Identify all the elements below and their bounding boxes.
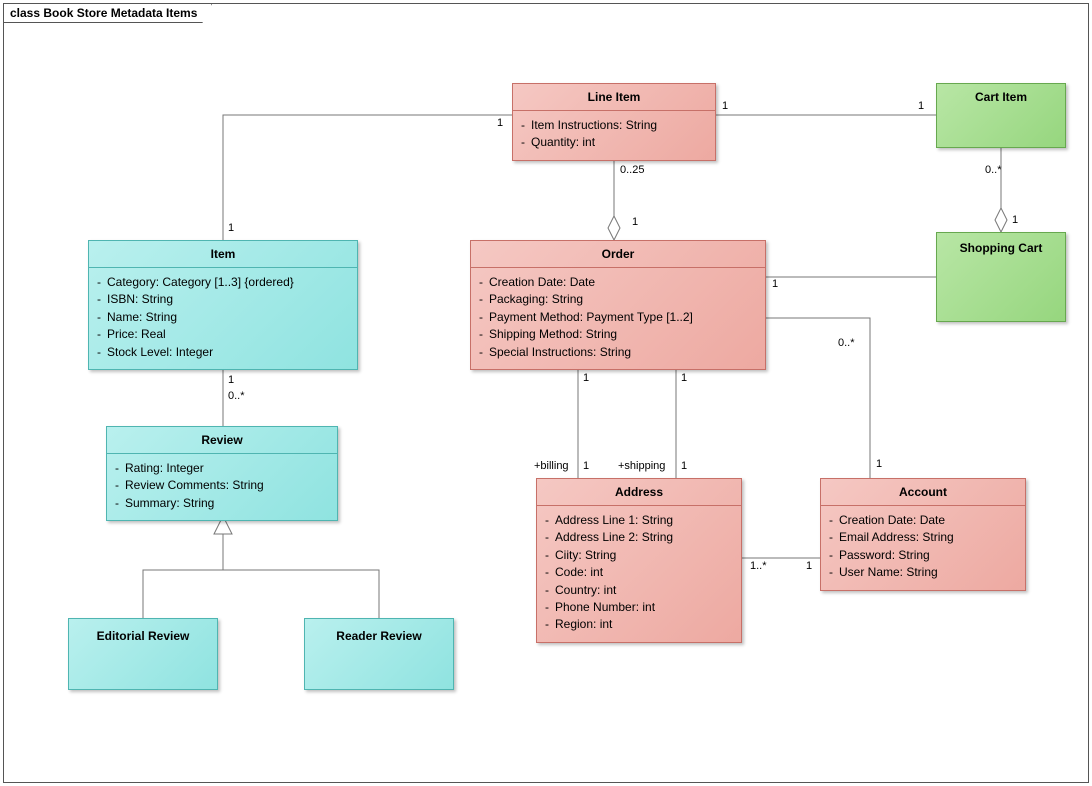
attr: -Special Instructions: String bbox=[479, 344, 757, 361]
mult: 0..* bbox=[228, 390, 245, 402]
class-title: Reader Review bbox=[305, 619, 453, 649]
frame-title: class Book Store Metadata Items bbox=[3, 3, 212, 23]
mult: 1 bbox=[876, 458, 882, 470]
mult: 1 bbox=[918, 100, 924, 112]
mult: 0..* bbox=[838, 337, 855, 349]
mult: 1 bbox=[583, 372, 589, 384]
mult: 0..* bbox=[985, 164, 1002, 176]
class-address: Address -Address Line 1: String -Address… bbox=[536, 478, 742, 643]
mult: 1 bbox=[1012, 214, 1018, 226]
class-title: Line Item bbox=[513, 84, 715, 111]
class-account: Account -Creation Date: Date -Email Addr… bbox=[820, 478, 1026, 591]
attr: -Phone Number: int bbox=[545, 599, 733, 616]
class-attrs: -Creation Date: Date -Email Address: Str… bbox=[821, 506, 1025, 590]
attr: -Price: Real bbox=[97, 326, 349, 343]
mult: +billing bbox=[534, 460, 569, 472]
attr: -Ciity: String bbox=[545, 547, 733, 564]
attr: -Address Line 2: String bbox=[545, 529, 733, 546]
class-attrs: -Category: Category [1..3] {ordered} -IS… bbox=[89, 268, 357, 369]
mult: 1 bbox=[681, 372, 687, 384]
class-title: Review bbox=[107, 427, 337, 454]
attr: -ISBN: String bbox=[97, 291, 349, 308]
class-title: Editorial Review bbox=[69, 619, 217, 649]
class-title: Order bbox=[471, 241, 765, 268]
class-cart-item: Cart Item bbox=[936, 83, 1066, 148]
class-item: Item -Category: Category [1..3] {ordered… bbox=[88, 240, 358, 370]
class-line-item: Line Item -Item Instructions: String -Qu… bbox=[512, 83, 716, 161]
attr: -Category: Category [1..3] {ordered} bbox=[97, 274, 349, 291]
mult: 1 bbox=[583, 460, 589, 472]
class-attrs: -Item Instructions: String -Quantity: in… bbox=[513, 111, 715, 160]
class-title: Item bbox=[89, 241, 357, 268]
mult: 1 bbox=[228, 222, 234, 234]
mult: 1 bbox=[772, 278, 778, 290]
class-title: Shopping Cart bbox=[937, 233, 1065, 261]
attr: -Payment Method: Payment Type [1..2] bbox=[479, 309, 757, 326]
attr: -Rating: Integer bbox=[115, 460, 329, 477]
attr: -Summary: String bbox=[115, 495, 329, 512]
class-order: Order -Creation Date: Date -Packaging: S… bbox=[470, 240, 766, 370]
mult: 1 bbox=[497, 117, 503, 129]
attr: -User Name: String bbox=[829, 564, 1017, 581]
mult: 1 bbox=[228, 374, 234, 386]
mult: 1 bbox=[722, 100, 728, 112]
attr: -Item Instructions: String bbox=[521, 117, 707, 134]
attr: -Password: String bbox=[829, 547, 1017, 564]
class-review: Review -Rating: Integer -Review Comments… bbox=[106, 426, 338, 521]
attr: -Address Line 1: String bbox=[545, 512, 733, 529]
attr: -Creation Date: Date bbox=[829, 512, 1017, 529]
mult: 0..25 bbox=[620, 164, 644, 176]
attr: -Email Address: String bbox=[829, 529, 1017, 546]
class-reader-review: Reader Review bbox=[304, 618, 454, 690]
mult: 1..* bbox=[750, 560, 767, 572]
class-title: Account bbox=[821, 479, 1025, 506]
uml-canvas: class Book Store Metadata Items Item (vi… bbox=[0, 0, 1092, 786]
class-editorial-review: Editorial Review bbox=[68, 618, 218, 690]
class-title: Cart Item bbox=[937, 84, 1065, 110]
class-attrs: -Address Line 1: String -Address Line 2:… bbox=[537, 506, 741, 642]
mult: +shipping bbox=[618, 460, 665, 472]
attr: -Stock Level: Integer bbox=[97, 344, 349, 361]
mult: 1 bbox=[806, 560, 812, 572]
class-shopping-cart: Shopping Cart bbox=[936, 232, 1066, 322]
attr: -Creation Date: Date bbox=[479, 274, 757, 291]
attr: -Country: int bbox=[545, 582, 733, 599]
attr: -Name: String bbox=[97, 309, 349, 326]
class-attrs: -Rating: Integer -Review Comments: Strin… bbox=[107, 454, 337, 520]
attr: -Packaging: String bbox=[479, 291, 757, 308]
mult: 1 bbox=[632, 216, 638, 228]
attr: -Code: int bbox=[545, 564, 733, 581]
attr: -Review Comments: String bbox=[115, 477, 329, 494]
attr: -Region: int bbox=[545, 616, 733, 633]
mult: 1 bbox=[681, 460, 687, 472]
class-title: Address bbox=[537, 479, 741, 506]
attr: -Shipping Method: String bbox=[479, 326, 757, 343]
class-attrs: -Creation Date: Date -Packaging: String … bbox=[471, 268, 765, 369]
attr: -Quantity: int bbox=[521, 134, 707, 151]
